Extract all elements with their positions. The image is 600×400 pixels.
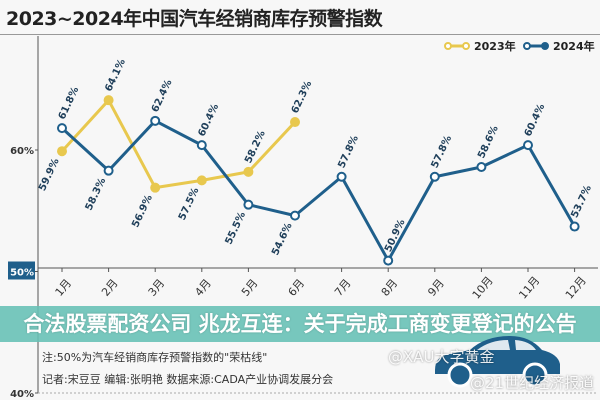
- data-point: [196, 175, 207, 186]
- data-point: [290, 117, 300, 128]
- x-tick-label: 5月: [239, 277, 261, 299]
- title-divider: [0, 34, 600, 35]
- data-label: 58.2%: [243, 129, 268, 165]
- data-label: 57.8%: [430, 134, 455, 170]
- y-tick-label: 50%: [10, 268, 34, 279]
- data-label: 53.7%: [569, 184, 594, 220]
- data-point: [429, 171, 440, 182]
- banner-line-2: 登记的公告: [471, 312, 577, 336]
- x-tick-label: 12月: [563, 274, 589, 302]
- data-point: [243, 199, 254, 210]
- x-tick-label: 1月: [53, 277, 75, 299]
- data-label: 60.4%: [197, 102, 222, 138]
- x-tick-label: 2月: [99, 277, 121, 299]
- data-point: [290, 210, 300, 221]
- banner-line-1: 合法股票配资公司 兆龙互连：关于完成工商变更: [23, 312, 472, 336]
- data-point: [243, 166, 254, 177]
- data-point: [57, 123, 67, 134]
- data-label: 57.5%: [177, 186, 202, 222]
- data-point: [383, 255, 394, 266]
- data-label: 64.1%: [103, 57, 128, 93]
- x-tick-label: 10月: [470, 274, 496, 302]
- y-tick-highlight: [8, 261, 35, 280]
- x-tick-label: 4月: [192, 277, 214, 299]
- watermark-1: @XAU大字黄金: [388, 348, 495, 366]
- legend-marker: [444, 42, 452, 50]
- data-point: [476, 162, 487, 173]
- y-tick-label: 40%: [10, 389, 34, 400]
- data-point: [150, 115, 161, 126]
- x-tick-label: 8月: [379, 277, 401, 299]
- legend-label: 2023年: [474, 39, 516, 53]
- data-point: [196, 140, 207, 151]
- legend-label: 2024年: [553, 39, 595, 53]
- legend-marker: [523, 42, 531, 50]
- chart-title: 2023~2024年中国汽车经销商库存预警指数: [6, 8, 383, 30]
- data-point: [336, 171, 347, 182]
- data-point: [103, 95, 114, 106]
- data-point: [150, 182, 161, 193]
- x-tick-label: 7月: [332, 277, 354, 299]
- data-label: 58.3%: [84, 176, 109, 212]
- data-label: 55.5%: [223, 210, 248, 246]
- x-tick-label: 11月: [516, 274, 542, 302]
- data-point: [57, 146, 67, 157]
- data-label: 59.9%: [37, 157, 62, 193]
- watermark-2: @21世纪经济报道: [470, 374, 595, 392]
- series-line-2024年: [60, 119, 576, 263]
- series-line-2023年: [60, 98, 297, 190]
- data-point: [103, 165, 114, 176]
- legend-marker: [541, 42, 549, 50]
- data-label: 54.6%: [270, 221, 295, 257]
- data-label: 58.6%: [476, 124, 501, 160]
- data-label: 57.8%: [336, 134, 361, 170]
- data-label: 61.8%: [57, 85, 82, 121]
- data-label: 62.3%: [290, 79, 315, 115]
- chart-credits: 记者:宋豆豆 编辑:张明艳 数据来源:CADA产业协调发展分会: [42, 373, 334, 386]
- data-point: [569, 221, 580, 232]
- data-label: 50.9%: [383, 218, 408, 254]
- car-icon: [435, 336, 560, 388]
- chart-note: 注:50%为汽车经销商库存预警指数的"荣枯线": [42, 351, 268, 364]
- x-tick-label: 6月: [286, 277, 308, 299]
- legend-marker: [462, 42, 470, 50]
- data-label: 60.4%: [523, 102, 548, 138]
- x-tick-label: 3月: [146, 277, 168, 299]
- data-label: 62.4%: [150, 78, 175, 114]
- x-tick-label: 9月: [425, 277, 447, 299]
- data-label: 56.9%: [130, 193, 155, 229]
- y-tick-label: 60%: [10, 146, 34, 157]
- data-point: [523, 140, 533, 151]
- overlay-banner: [0, 306, 600, 342]
- banner-headline[interactable]: 合法股票配资公司 兆龙互连：关于完成工商变更登记的公告: [0, 306, 600, 342]
